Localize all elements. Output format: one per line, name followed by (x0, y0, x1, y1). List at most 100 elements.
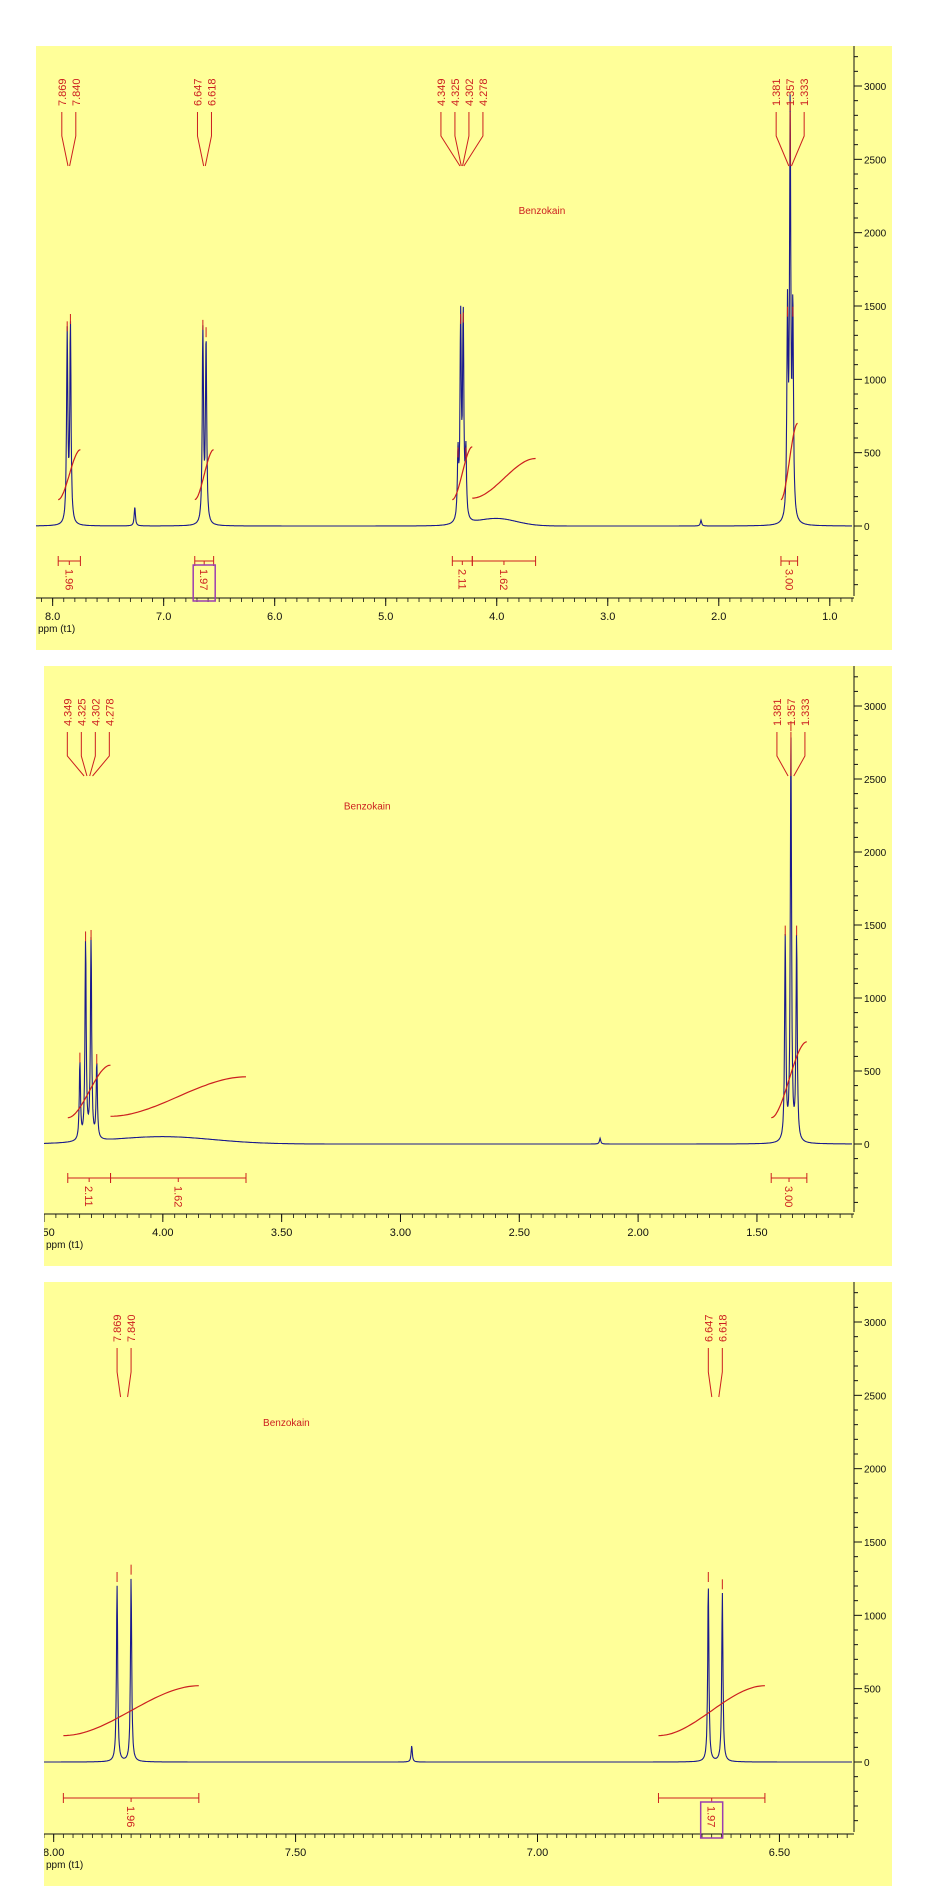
integral-curve (67, 1064, 111, 1119)
peak-label-leader (80, 732, 88, 777)
peak-label: 6.647 (703, 1314, 715, 1342)
peak-label-leader (69, 112, 77, 167)
x-tick-label: 2.0 (711, 611, 726, 623)
y-tick-label: 1000 (864, 375, 887, 386)
y-tick-label: 2500 (864, 1391, 887, 1402)
integral-label: 1.62 (171, 1186, 183, 1207)
integral-curve (780, 422, 798, 501)
peak-label-leader (89, 732, 96, 777)
x-tick-label: 3.0 (600, 611, 615, 623)
y-tick-label: 3000 (864, 1318, 887, 1329)
y-tick-label: 3000 (864, 702, 887, 713)
x-tick-label: 3.50 (271, 1227, 292, 1239)
integral-curve (63, 1685, 199, 1737)
y-tick-label: 3000 (864, 82, 887, 93)
plot-background (44, 1282, 892, 1886)
x-axis-label: ppm (t1) (38, 624, 75, 635)
y-tick-label: 2000 (864, 848, 887, 859)
x-tick-label: 8.0 (45, 611, 60, 623)
integral-curve (110, 1076, 247, 1117)
integral-label: 1.96 (62, 569, 74, 590)
y-tick-label: 1500 (864, 302, 887, 313)
peak-label: 4.325 (76, 698, 88, 726)
y-tick-label: 0 (864, 1140, 870, 1151)
peak-label: 7.840 (126, 1314, 138, 1342)
spectrum-trace (36, 94, 852, 527)
peak-label-leader (116, 1348, 122, 1398)
integral-curve (194, 449, 214, 501)
peak-label: 4.349 (62, 698, 74, 726)
peak-label: 4.349 (436, 78, 448, 106)
peak-label-leader (791, 112, 805, 167)
chart-title: Benzokain (344, 801, 391, 812)
y-tick-label: 500 (864, 1685, 881, 1696)
y-tick-label: 2000 (864, 1465, 887, 1476)
x-tick-label: 4.50 (44, 1227, 55, 1239)
x-axis-label: ppm (t1) (46, 1240, 83, 1251)
spectrum-chart-aliphatic: 3000 2500 2000 1500 1000 500 0 4.50 4.00 3.50 3.00… (44, 666, 892, 1266)
peak-label-leader (66, 732, 85, 777)
peak-label: 6.618 (206, 78, 218, 106)
peak-label-leader (204, 112, 212, 167)
peak-label: 1.333 (799, 78, 811, 106)
x-tick-label: 4.00 (152, 1227, 173, 1239)
integral-curve (452, 446, 473, 501)
peak-label-leader (462, 112, 470, 167)
integral-curve (771, 1041, 807, 1119)
peak-label: 1.357 (785, 78, 797, 106)
integral-highlight-box (192, 564, 216, 602)
y-tick-label: 2000 (864, 229, 887, 240)
y-tick-label: 1000 (864, 1611, 887, 1622)
peak-label-leader (196, 112, 205, 167)
y-tick-label: 2500 (864, 155, 887, 166)
peak-label-leader (776, 732, 789, 777)
y-tick-label: 1500 (864, 1538, 887, 1549)
peak-label: 4.325 (450, 78, 462, 106)
integral-label: 2.11 (82, 1186, 94, 1207)
integral-curve (658, 1685, 765, 1737)
integral-label: 2.11 (455, 569, 467, 590)
spectrum-chart-aromatic: 3000 2500 2000 1500 1000 500 0 8.00 7.50 7.00 6.50… (44, 1282, 892, 1886)
integral-label: 1.97 (705, 1806, 717, 1827)
y-tick-label: 1000 (864, 994, 887, 1005)
peak-label-leader (61, 112, 69, 167)
y-tick-label: 0 (864, 1758, 870, 1769)
peak-label-leader (463, 112, 484, 167)
peak-label-leader (707, 1348, 713, 1398)
peak-label: 4.302 (90, 698, 102, 726)
chart-title: Benzokain (519, 206, 566, 217)
peak-label: 7.869 (57, 78, 69, 106)
spectrum-trace (44, 737, 852, 1145)
integral-highlight-box (699, 1801, 724, 1839)
integral-label: 1.97 (197, 569, 209, 590)
integral-label: 3.00 (782, 569, 794, 590)
chart-title: Benzokain (263, 1418, 310, 1429)
spectrum-trace (44, 1578, 852, 1763)
spectrum-chart-full: 3000 2500 2000 1500 1000 500 0 8.0 7.0 6.0 5.0 4.0 3… (36, 46, 892, 650)
peak-label-leader (440, 112, 461, 167)
integral-curve (58, 449, 81, 501)
peak-label-leader (92, 732, 110, 777)
peak-label-leader (127, 1348, 132, 1398)
x-tick-label: 6.0 (267, 611, 282, 623)
spectrum-panel-zoom-aliphatic: 3000 2500 2000 1500 1000 500 0 4.50 4.00 3.50 3.00… (44, 666, 896, 1266)
x-tick-label: 2.00 (627, 1227, 648, 1239)
peak-label: 1.381 (772, 698, 784, 726)
x-tick-label: 7.50 (285, 1847, 306, 1859)
x-tick-label: 7.00 (527, 1847, 548, 1859)
x-tick-label: 4.0 (489, 611, 504, 623)
y-tick-label: 500 (864, 1067, 881, 1078)
spectrum-panel-zoom-aromatic: 3000 2500 2000 1500 1000 500 0 8.00 7.50 7.00 6.50… (44, 1282, 896, 1886)
spectrum-panel-full: 3000 2500 2000 1500 1000 500 0 8.0 7.0 6.0 5.0 4.0 3… (36, 46, 902, 650)
peak-label: 6.647 (192, 78, 204, 106)
peak-label-leader (718, 1348, 723, 1398)
integral-label: 1.96 (124, 1806, 136, 1827)
x-tick-label: 5.0 (378, 611, 393, 623)
peak-label: 1.333 (800, 698, 812, 726)
x-tick-label: 1.0 (822, 611, 837, 623)
peak-label: 1.381 (771, 78, 783, 106)
x-tick-label: 2.50 (509, 1227, 530, 1239)
peak-label-leader (454, 112, 462, 167)
peak-label: 6.618 (717, 1314, 729, 1342)
integral-curve (472, 457, 536, 499)
